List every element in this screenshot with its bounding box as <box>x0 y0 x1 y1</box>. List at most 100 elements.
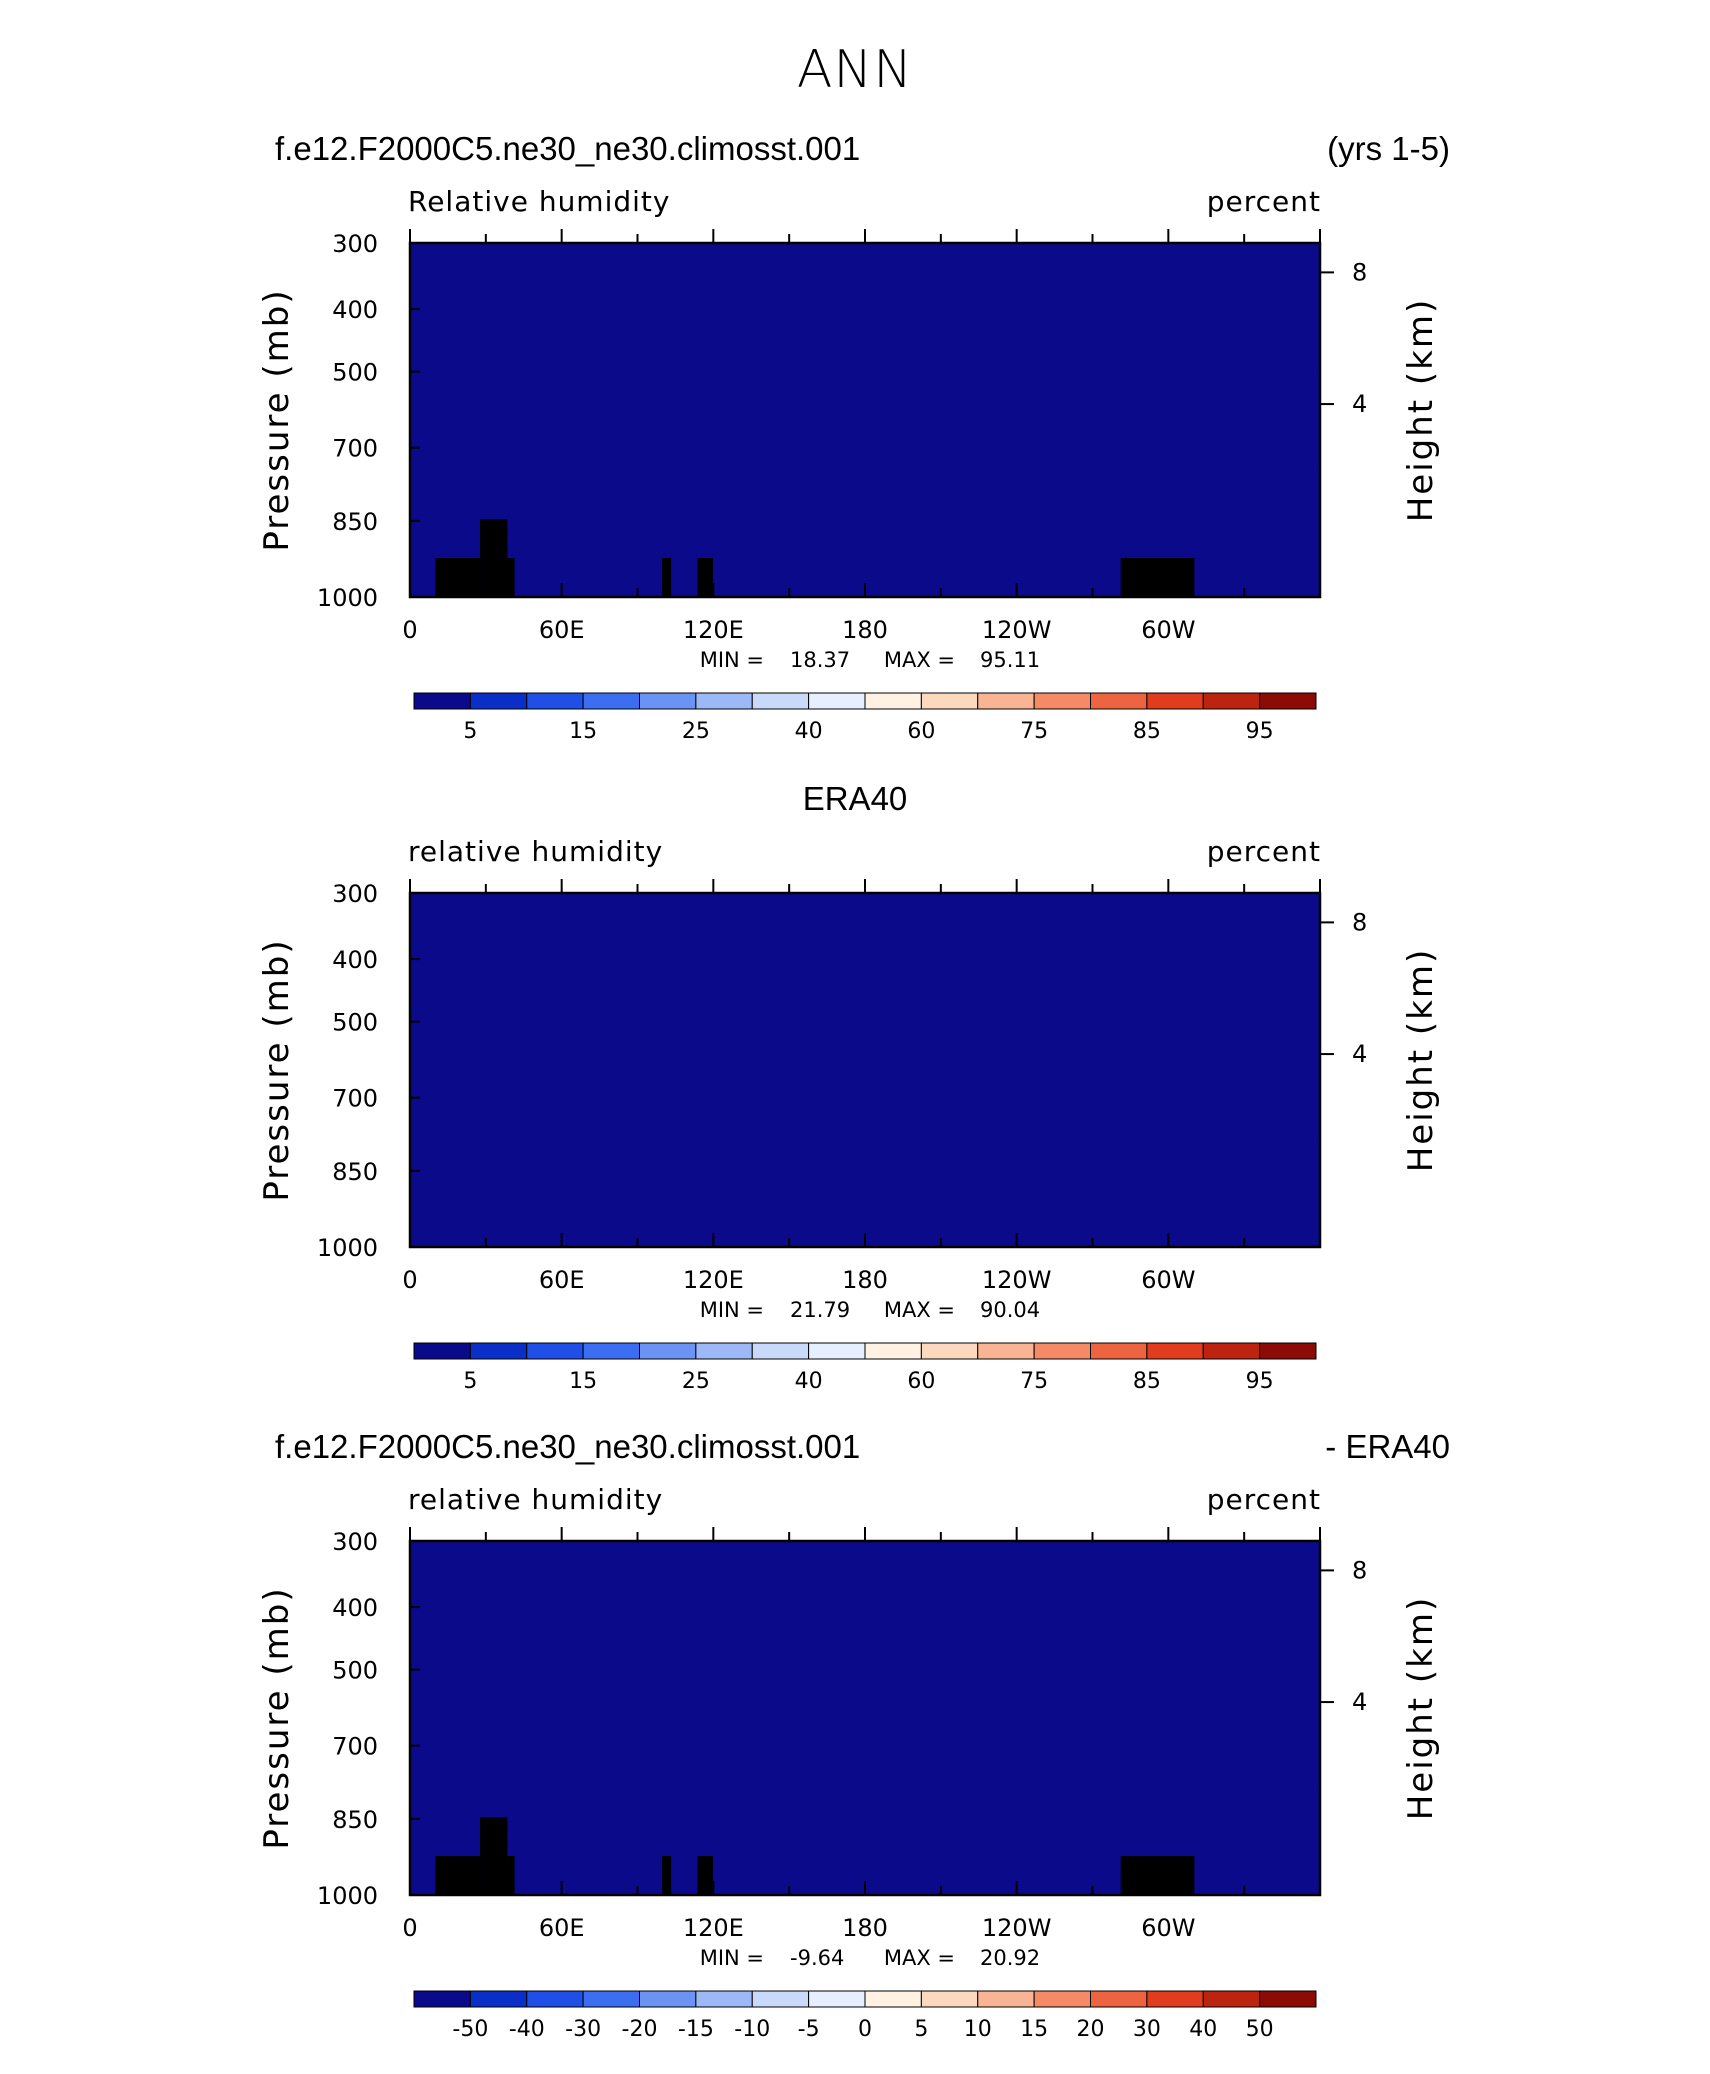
panel-title-center: ERA40 <box>802 780 908 817</box>
colorbar-swatch <box>526 1342 584 1360</box>
colorbar-swatch <box>469 692 528 710</box>
y-tick-label: 700 <box>332 435 378 463</box>
variable-label: relative humidity <box>408 1483 664 1516</box>
colorbar-swatch <box>1259 1990 1317 2008</box>
colorbar-label: 40 <box>795 719 823 744</box>
y-tick-label: 1000 <box>317 1882 378 1910</box>
colorbar-swatch <box>1202 1342 1261 1360</box>
contour-field <box>410 243 1321 598</box>
colorbar-label: 5 <box>914 2017 928 2042</box>
colorbar-label: -50 <box>452 2017 488 2042</box>
colorbar-label: 50 <box>1246 2017 1274 2042</box>
colorbar-swatch <box>751 692 810 710</box>
x-tick-label: 0 <box>402 1914 417 1942</box>
y-right-axis-title: Height (km) <box>1401 948 1441 1173</box>
colorbar-swatch <box>1202 1990 1261 2008</box>
y-tick-label: 850 <box>332 508 378 536</box>
colorbar-label: 10 <box>964 2017 992 2042</box>
colorbar-swatch <box>469 1990 528 2008</box>
y-axis-title: Pressure (mb) <box>257 1586 297 1849</box>
contour-field <box>410 893 1321 1248</box>
x-tick-label: 60E <box>539 1266 585 1294</box>
colorbar-swatch <box>1259 692 1317 710</box>
colorbar-label: 85 <box>1133 1369 1161 1394</box>
colorbar-label: 95 <box>1246 719 1274 744</box>
colorbar-swatch <box>920 1990 979 2008</box>
max-label: MAX = <box>884 1298 955 1322</box>
y-axis-title: Pressure (mb) <box>257 288 297 551</box>
colorbar-label: 40 <box>1189 2017 1217 2042</box>
colorbar-swatch <box>1146 1342 1204 1360</box>
colorbar-label: 15 <box>1020 2017 1048 2042</box>
colorbar-label: 20 <box>1077 2017 1105 2042</box>
colorbar-swatch <box>920 692 979 710</box>
colorbar-swatch <box>808 1342 866 1360</box>
x-tick-label: 120W <box>982 1266 1052 1294</box>
colorbar-swatch <box>639 692 697 710</box>
colorbar-label: 25 <box>682 719 710 744</box>
colorbar-swatch <box>582 1990 640 2008</box>
colorbar-swatch <box>864 1990 922 2008</box>
colorbar-swatch <box>639 1990 697 2008</box>
colorbar-swatch <box>582 1342 640 1360</box>
colorbar-label: 25 <box>682 1369 710 1394</box>
colorbar-swatch <box>864 692 922 710</box>
max-value: 20.92 <box>980 1946 1040 1970</box>
colorbar-swatch <box>526 692 584 710</box>
colorbar-swatch <box>920 1342 979 1360</box>
colorbar-label: -30 <box>565 2017 601 2042</box>
x-tick-label: 120W <box>982 1914 1052 1942</box>
colorbar-swatch <box>977 692 1035 710</box>
y-tick-label: 300 <box>332 880 378 908</box>
colorbar-swatch <box>751 1990 810 2008</box>
y-right-tick-label: 4 <box>1352 1040 1367 1068</box>
y-tick-label: 700 <box>332 1085 378 1113</box>
colorbar-swatch <box>977 1990 1035 2008</box>
x-tick-label: 60E <box>539 1914 585 1942</box>
y-right-tick-label: 8 <box>1352 1556 1367 1584</box>
x-tick-label: 120E <box>683 616 744 644</box>
min-value: -9.64 <box>790 1946 844 1970</box>
colorbar-swatch <box>864 1342 922 1360</box>
y-right-tick-label: 4 <box>1352 390 1367 418</box>
land-mask-block <box>662 1856 672 1895</box>
page-title: ANN <box>796 40 914 100</box>
colorbar-swatch <box>808 692 866 710</box>
y-right-tick-label: 8 <box>1352 908 1367 936</box>
y-tick-label: 1000 <box>317 584 378 612</box>
colorbar-swatch <box>469 1342 528 1360</box>
land-mask-block <box>435 558 481 597</box>
unit-label: percent <box>1206 835 1321 868</box>
land-mask-block <box>697 558 714 597</box>
x-tick-label: 180 <box>842 1914 888 1942</box>
land-mask-block <box>662 558 672 597</box>
x-tick-label: 180 <box>842 1266 888 1294</box>
colorbar <box>413 1990 1317 2008</box>
land-mask-block <box>507 558 515 597</box>
colorbar-label: 60 <box>907 719 935 744</box>
x-tick-label: 120E <box>683 1914 744 1942</box>
y-tick-label: 500 <box>332 1009 378 1037</box>
land-mask-block <box>697 1856 714 1895</box>
y-axis-title: Pressure (mb) <box>257 938 297 1201</box>
colorbar-swatch <box>413 1990 471 2008</box>
colorbar-label: 75 <box>1020 719 1048 744</box>
y-tick-label: 300 <box>332 1528 378 1556</box>
colorbar-swatch <box>639 1342 697 1360</box>
max-label: MAX = <box>884 1946 955 1970</box>
max-label: MAX = <box>884 648 955 672</box>
colorbar-label: 60 <box>907 1369 935 1394</box>
colorbar-label: 85 <box>1133 719 1161 744</box>
colorbar-label: -40 <box>509 2017 545 2042</box>
panel-model: f.e12.F2000C5.ne30_ne30.climosst.001 (yr… <box>0 120 1710 760</box>
x-tick-label: 120W <box>982 616 1052 644</box>
colorbar-swatch <box>1033 1990 1091 2008</box>
colorbar-label: 5 <box>463 719 477 744</box>
colorbar-swatch <box>808 1990 866 2008</box>
x-tick-label: 60W <box>1141 1914 1195 1942</box>
colorbar-label: 30 <box>1133 2017 1161 2042</box>
min-value: 21.79 <box>790 1298 850 1322</box>
x-tick-label: 60E <box>539 616 585 644</box>
